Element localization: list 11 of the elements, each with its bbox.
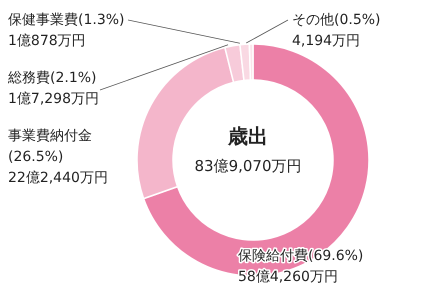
slice-label: 総務費(2.1%) <box>7 70 96 86</box>
text: 22億2,440万円 <box>8 170 108 186</box>
text: 1億878万円 <box>8 33 86 49</box>
slice-label: 保健事業費(1.3%) <box>8 12 124 28</box>
text: 83億9,070万円 <box>194 157 302 175</box>
data-label: (26.5%) <box>8 149 64 165</box>
slice-label: 事業費納付金 <box>8 128 92 144</box>
text: 1億7,298万円 <box>8 91 99 107</box>
text: 4,194万円 <box>292 33 360 49</box>
text: 歳出 <box>227 124 268 148</box>
slice-label: その他(0.5%) <box>292 12 380 28</box>
